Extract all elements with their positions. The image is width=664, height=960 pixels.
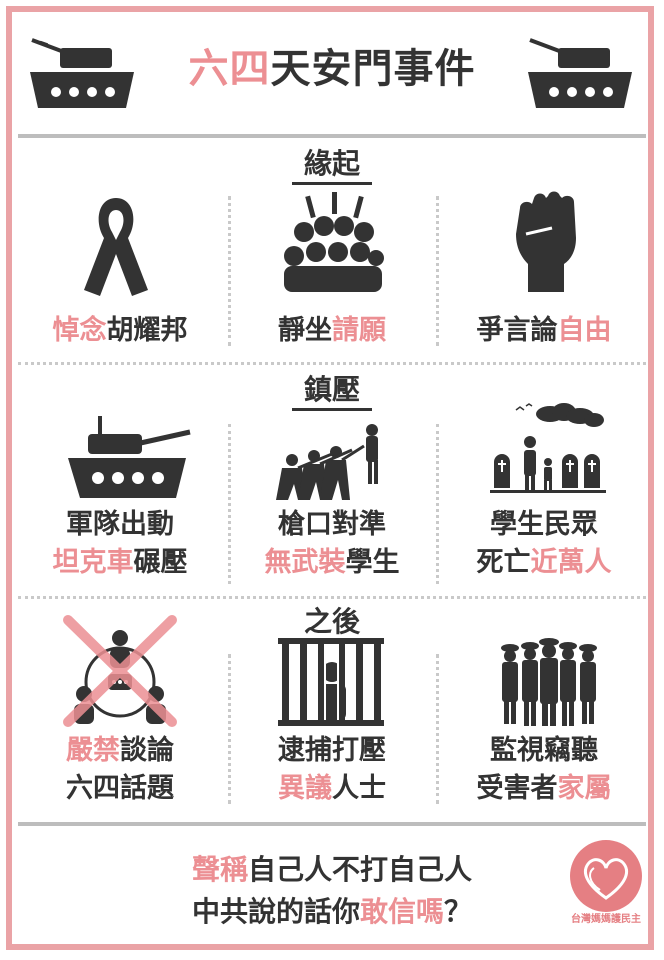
tank-icon: [30, 38, 134, 108]
divider: [228, 424, 231, 584]
title-highlight: 六四: [188, 46, 271, 92]
caption-mourn: 悼念胡耀邦: [52, 315, 188, 346]
grave-icon: [490, 403, 606, 493]
heart-logo-icon: [570, 840, 642, 912]
divider: [436, 654, 439, 804]
caption-sit-in: 靜坐請願: [278, 315, 386, 346]
police-icon: [501, 638, 597, 726]
soldiers-icon: [276, 424, 378, 500]
divider: [436, 424, 439, 584]
fist-icon: [516, 191, 576, 292]
divider: [436, 196, 439, 346]
divider: [18, 134, 646, 138]
page-title: 六四天安門事件: [0, 36, 664, 94]
no-talk-icon: [63, 615, 177, 727]
caption-banned-topic: 嚴禁談論 六四話題: [66, 735, 174, 804]
crowd-icon: [284, 192, 384, 292]
section-title-crackdown: 鎮壓: [292, 372, 372, 411]
caption-tanks: 軍隊出動 坦克車碾壓: [52, 509, 188, 578]
caption-deaths: 學生民眾 死亡近萬人: [476, 509, 612, 578]
ribbon-icon: [84, 198, 148, 296]
tank-icon: [528, 38, 632, 108]
caption-guns: 槍口對準 無武裝學生: [264, 509, 400, 578]
title-main: 天安門事件: [270, 46, 476, 92]
bottom-line-1: 聲稱自己人不打自己人: [191, 853, 473, 886]
divider: [228, 654, 231, 804]
divider: [18, 596, 646, 599]
divider: [18, 822, 646, 826]
divider: [18, 362, 646, 365]
section-title-origin: 緣起: [292, 146, 372, 185]
caption-free-speech: 爭言論自由: [476, 315, 612, 346]
caption-arrests: 逮捕打壓 異議人士: [278, 735, 386, 804]
caption-surveillance: 監視竊聽 受害者家屬: [476, 735, 612, 804]
prison-icon: [278, 638, 384, 726]
bottom-line-2: 中共說的話你敢信嗎？: [191, 895, 473, 928]
logo-text: 台灣媽媽護民主: [571, 914, 641, 925]
divider: [228, 196, 231, 346]
tank-icon: [68, 416, 191, 498]
